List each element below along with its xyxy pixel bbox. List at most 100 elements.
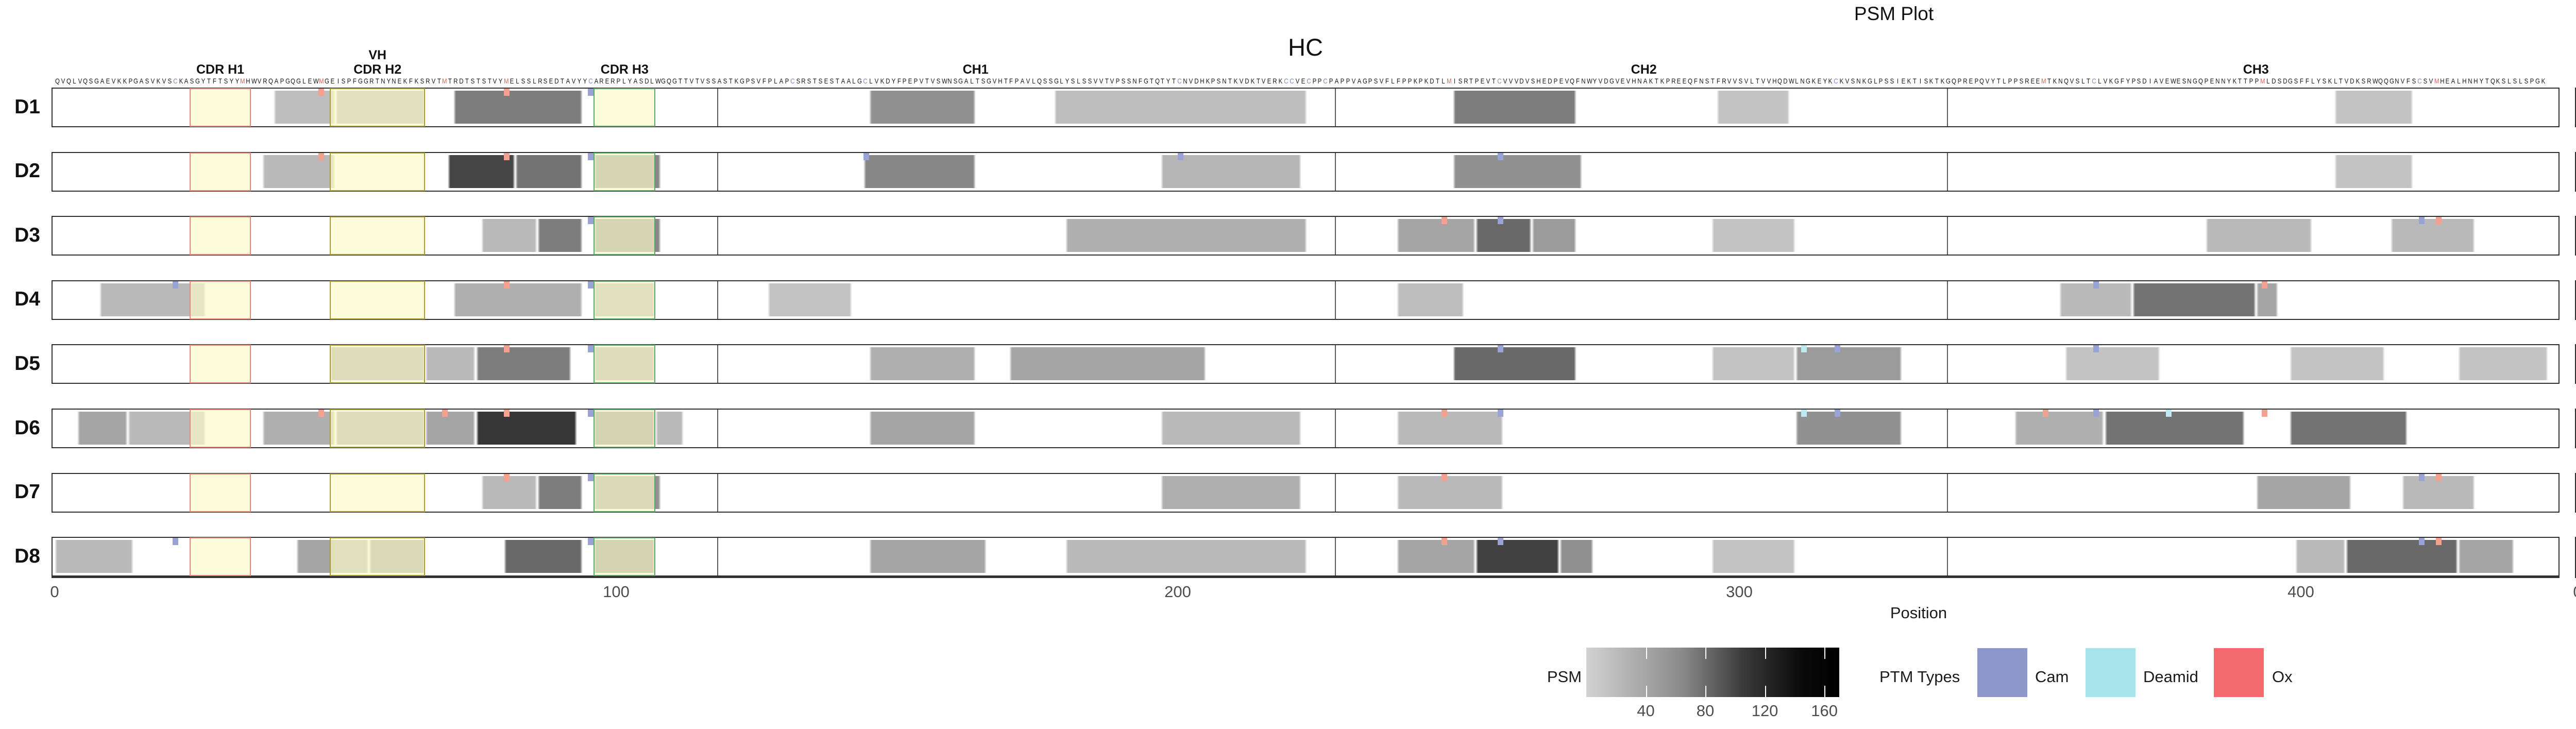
sequence-letter: C — [1497, 77, 1502, 85]
ptm-marker-cam — [588, 538, 594, 546]
coverage-segment — [537, 219, 583, 252]
sequence-letter: T — [2238, 77, 2242, 85]
ptm-marker-ox — [503, 345, 510, 353]
sequence-letter: K — [1278, 77, 1283, 85]
sequence-letter: V — [1110, 77, 1114, 85]
sequence-letter: K — [1206, 77, 1210, 85]
sequence-letter: E — [2210, 77, 2214, 85]
sequence-letter: E — [1901, 77, 1906, 85]
sequence-letter: A — [2154, 77, 2158, 85]
coverage-segment — [2458, 347, 2548, 381]
sequence-letter: Q — [1155, 77, 1160, 85]
coverage-segment — [2334, 155, 2413, 188]
sequence-letter: T — [207, 77, 211, 85]
coverage-segment — [1009, 347, 1206, 381]
row-label-d6: D6 — [14, 416, 40, 439]
sequence-letter: Q — [2063, 77, 2069, 85]
sequence-letter: Y — [628, 77, 632, 85]
sequence-letter: P — [280, 77, 284, 85]
sequence-letter: E — [549, 77, 553, 85]
sequence-letter: T — [375, 77, 379, 85]
coverage-segment — [2402, 476, 2475, 509]
sequence-letter: Y — [1065, 77, 1070, 85]
sequence-letter: V — [2103, 77, 2108, 85]
sequence-letter: S — [2137, 77, 2141, 85]
sequence-letter: Q — [83, 77, 88, 85]
sequence-letter: E — [1559, 77, 1563, 85]
ptm-marker-ox — [1442, 217, 1448, 225]
sequence-letter: R — [537, 77, 543, 85]
sequence-letter: H — [1772, 77, 1777, 85]
sequence-letter: K — [734, 77, 739, 85]
sequence-letter: K — [1250, 77, 1255, 85]
sequence-letter: W — [251, 77, 257, 85]
sequence-letter: Q — [2378, 77, 2383, 85]
sequence-letter: S — [2019, 77, 2023, 85]
ptm-marker-ox — [318, 89, 325, 96]
cdr-region-cdr-h1 — [189, 152, 251, 191]
sequence-letter: K — [1413, 77, 1417, 85]
coverage-segment — [1397, 283, 1464, 316]
sequence-letter: V — [2070, 77, 2074, 85]
sequence-letter: S — [981, 77, 986, 85]
sequence-letter: E — [2176, 77, 2180, 85]
ptm-marker-cam — [588, 473, 594, 481]
sequence-letter: S — [145, 77, 149, 85]
x-axis-tick-label: 0 — [50, 583, 59, 601]
sequence-letter: A — [841, 77, 845, 85]
sequence-letter: K — [2541, 77, 2545, 85]
sequence-letter: S — [2513, 77, 2517, 85]
sequence-letter: V — [150, 77, 155, 85]
sequence-letter: F — [1576, 77, 1580, 85]
sequence-letter: L — [2081, 77, 2085, 85]
coverage-segment — [2391, 219, 2475, 252]
sequence-letter: F — [1396, 77, 1400, 85]
sequence-letter: F — [353, 77, 357, 85]
sequence-letter: R — [426, 77, 430, 85]
sequence-letter: P — [1115, 77, 1120, 85]
domain-label-cdr-h3: CDR H3 — [600, 62, 649, 77]
row-track-d7-lc — [2575, 472, 2576, 513]
domain-boundary — [717, 345, 719, 383]
sequence-letter: D — [2350, 77, 2354, 85]
sequence-letter: T — [684, 77, 688, 85]
sequence-letter: P — [768, 77, 772, 85]
domain-boundary — [1947, 345, 1948, 383]
psm-scale-tick — [1705, 648, 1707, 659]
cdr-region-cdr-h3 — [594, 280, 656, 319]
sequence-letter: P — [1402, 77, 1406, 85]
domain-boundary — [1947, 410, 1948, 447]
row-track-d7-hc — [52, 472, 2560, 513]
sequence-letter: V — [111, 77, 116, 85]
sequence-letter: T — [2485, 77, 2489, 85]
psm-scale-tick — [1646, 686, 1647, 697]
sequence-letter: T — [2087, 77, 2091, 85]
sequence-letter: D — [2282, 77, 2287, 85]
sequence-letter: S — [1071, 77, 1075, 85]
sequence-letter: N — [1132, 77, 1137, 85]
x-axis-tick-label: 300 — [1726, 583, 1753, 601]
domain-label-vh: VH — [368, 48, 387, 62]
coverage-segment — [1475, 219, 1532, 252]
domain-boundary — [717, 473, 719, 512]
cdr-region-cdr-h2 — [330, 537, 426, 577]
sequence-letter: L — [2311, 77, 2315, 85]
coverage-segment — [2290, 347, 2385, 381]
coverage-segment — [1453, 91, 1577, 124]
coverage-segment — [1717, 91, 1790, 124]
sequence-letter: T — [728, 77, 733, 85]
sequence-letter: S — [807, 77, 811, 85]
sequence-letter: V — [919, 77, 924, 85]
sequence-letter: S — [1048, 77, 1053, 85]
sequence-letter: L — [1795, 77, 1799, 85]
ptm-marker-cam — [2093, 281, 2099, 289]
sequence-letter: E — [1676, 77, 1681, 85]
domain-label-cdr-h2: CDR H2 — [353, 62, 402, 77]
sequence-letter: T — [1004, 77, 1008, 85]
ptm-marker-cam — [1498, 538, 1504, 546]
sequence-letter: P — [1312, 77, 1316, 85]
sequence-letter: Y — [2316, 77, 2321, 85]
sequence-letter: P — [1329, 77, 1333, 85]
row-label-d5: D5 — [14, 352, 40, 375]
sequence-letter: S — [2423, 77, 2428, 85]
